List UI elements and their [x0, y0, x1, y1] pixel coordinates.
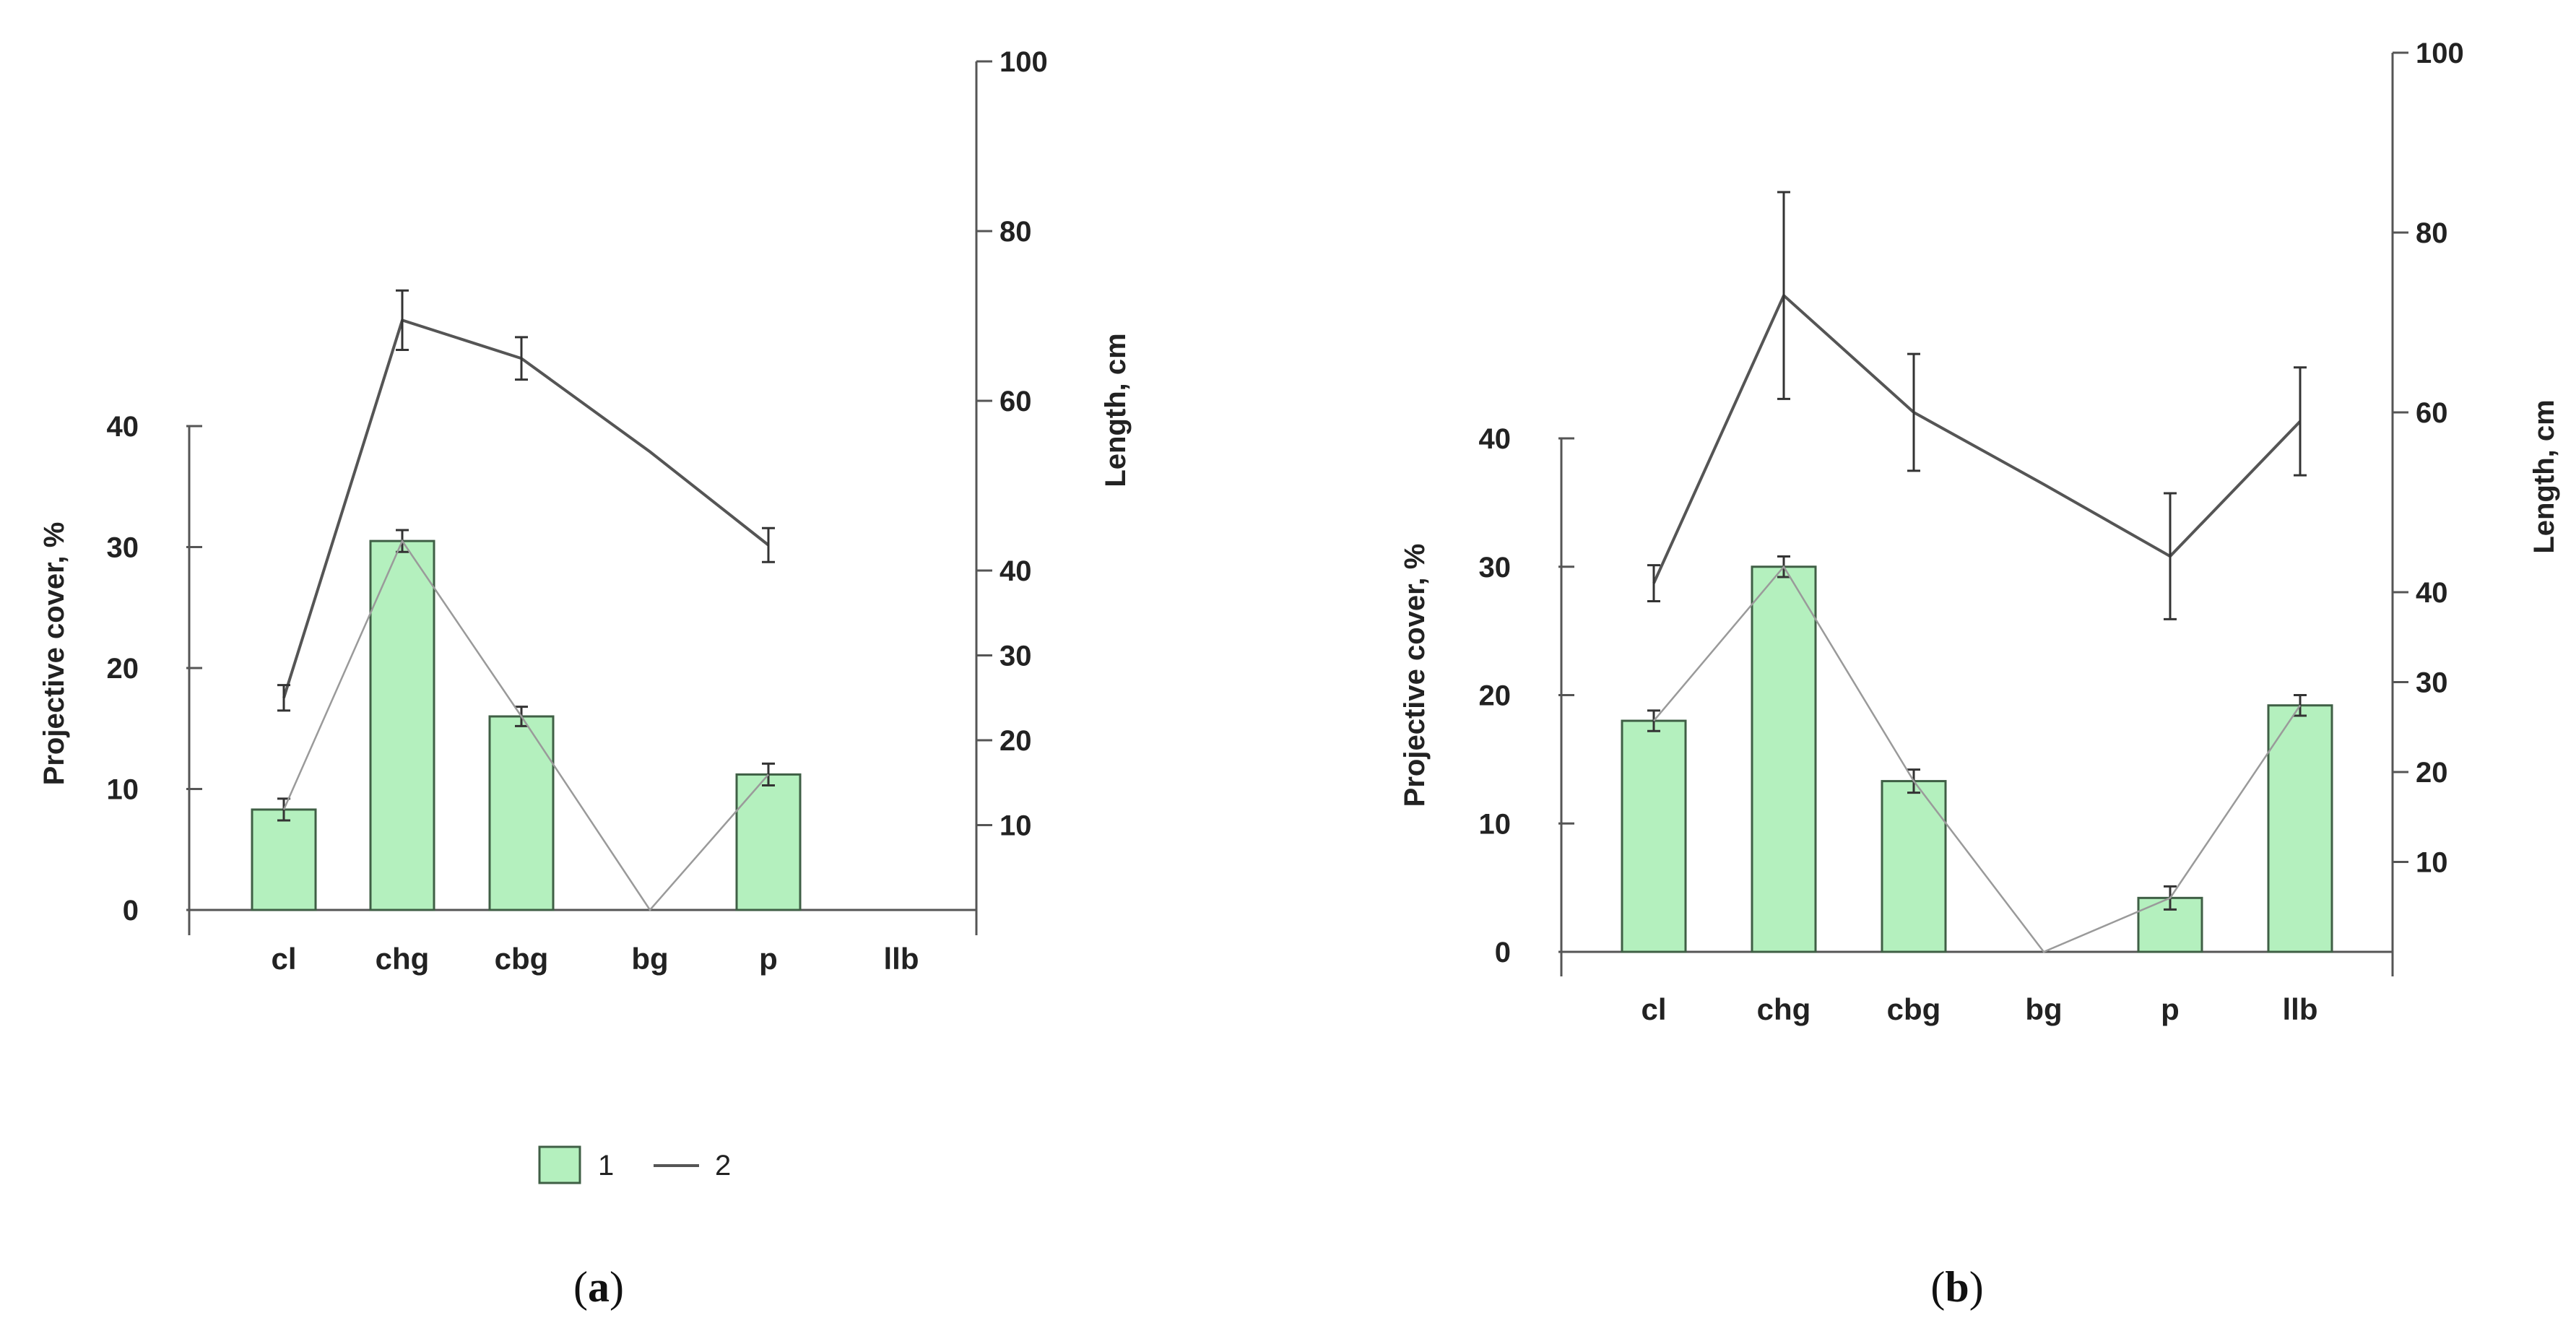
panel-b-length-line	[1652, 292, 2302, 584]
panel-a-cover-line	[282, 539, 769, 912]
panel-a-category-label-chg: chg	[376, 942, 430, 976]
panel-b-right-tick-label: 10	[2416, 847, 2448, 879]
panel-a-bar-cl	[251, 808, 317, 911]
panel-b-cover-line	[1653, 565, 2302, 953]
panel-a-right-tick-label: 10	[999, 810, 1032, 842]
panel-b-bar-cl	[1621, 719, 1687, 953]
panel-b-y2-axis-title: Length, cm	[2528, 399, 2560, 553]
panel-a-category-label-bg: bg	[631, 942, 668, 976]
panel-b-category-label-cl: cl	[1641, 992, 1666, 1026]
panel-b-y-axis-title: Projective cover, %	[1399, 544, 1431, 807]
panel-a-category-label-cbg: cbg	[495, 942, 549, 976]
panel-b-category-label-cbg: cbg	[1887, 992, 1941, 1026]
panel-b-right-tick-label: 30	[2416, 667, 2448, 699]
panel-b-plot: 0 10 20 30 40 10 20 30 40 60 80 100 cl chg cbg bg p llb	[1479, 38, 2464, 1026]
panel-a-bar-p	[735, 773, 802, 911]
panel-b-left-tick-label: 0	[1495, 937, 1511, 968]
panel-a-right-tick-label: 100	[999, 46, 1048, 78]
panel-a-y-axis-title: Projective cover, %	[38, 522, 70, 786]
panel-b-right-tick-label: 20	[2416, 757, 2448, 789]
panel-a-left-tick-label: 10	[107, 774, 139, 806]
panel-a-right-tick-label: 60	[999, 386, 1032, 417]
panel-a-bar-cbg	[488, 715, 555, 911]
legend-label-2: 2	[715, 1150, 731, 1182]
panel-b-label: (b)	[1930, 1263, 1983, 1311]
panel-b-category-label-p: p	[2161, 992, 2180, 1026]
panel-b-bar-cbg	[1881, 780, 1947, 953]
panel-b-category-label-llb: llb	[2283, 992, 2318, 1026]
panel-b-right-tick-label: 60	[2416, 397, 2448, 429]
panel-b-right-tick-label: 40	[2416, 577, 2448, 609]
panel-a-right-tick-label: 20	[999, 725, 1032, 757]
legend-bar-swatch	[538, 1145, 581, 1184]
panel-a-y2-axis-title: Length, cm	[1100, 333, 1132, 487]
panel-a-left-tick-label: 40	[107, 411, 139, 443]
panel-a-left-tick-label: 0	[123, 895, 139, 927]
panel-a-label: (a)	[573, 1263, 624, 1311]
panel-b-left-tick-label: 40	[1479, 423, 1512, 455]
panel-b-bar-chg	[1751, 565, 1817, 953]
panel-a-left-tick-label: 20	[107, 653, 139, 685]
panel-b-left-tick-label: 30	[1479, 552, 1512, 584]
panel-a-left-tick-label: 30	[107, 532, 139, 564]
panel-a-right-tick-label: 80	[999, 216, 1032, 248]
legend: 1 2	[538, 1145, 731, 1184]
panel-a-right-tick-label: 30	[999, 641, 1032, 672]
panel-b-left-tick-label: 10	[1479, 808, 1512, 840]
panel-a-category-label-p: p	[759, 942, 778, 976]
panel-a-category-label-llb: llb	[884, 942, 919, 976]
panel-b-category-label-chg: chg	[1757, 992, 1811, 1026]
panel-a-length-line	[282, 318, 770, 698]
panel-b-left-tick-label: 20	[1479, 680, 1512, 712]
panel-a-bar-chg	[369, 539, 435, 911]
panel-b-right-tick-label: 80	[2416, 217, 2448, 249]
panel-a-category-label-cl: cl	[271, 942, 296, 976]
panel-b-right-tick-label: 100	[2416, 38, 2464, 69]
panel-b-category-label-bg: bg	[2025, 992, 2062, 1026]
panel-a-right-tick-label: 40	[999, 555, 1032, 587]
legend-label-1: 1	[598, 1150, 614, 1182]
panel-a-plot: 0 10 20 30 40 10 20 30 40 60 80 100 cl chg cbg bg p llb	[107, 46, 1048, 976]
panel-b-bar-llb	[2267, 704, 2333, 953]
